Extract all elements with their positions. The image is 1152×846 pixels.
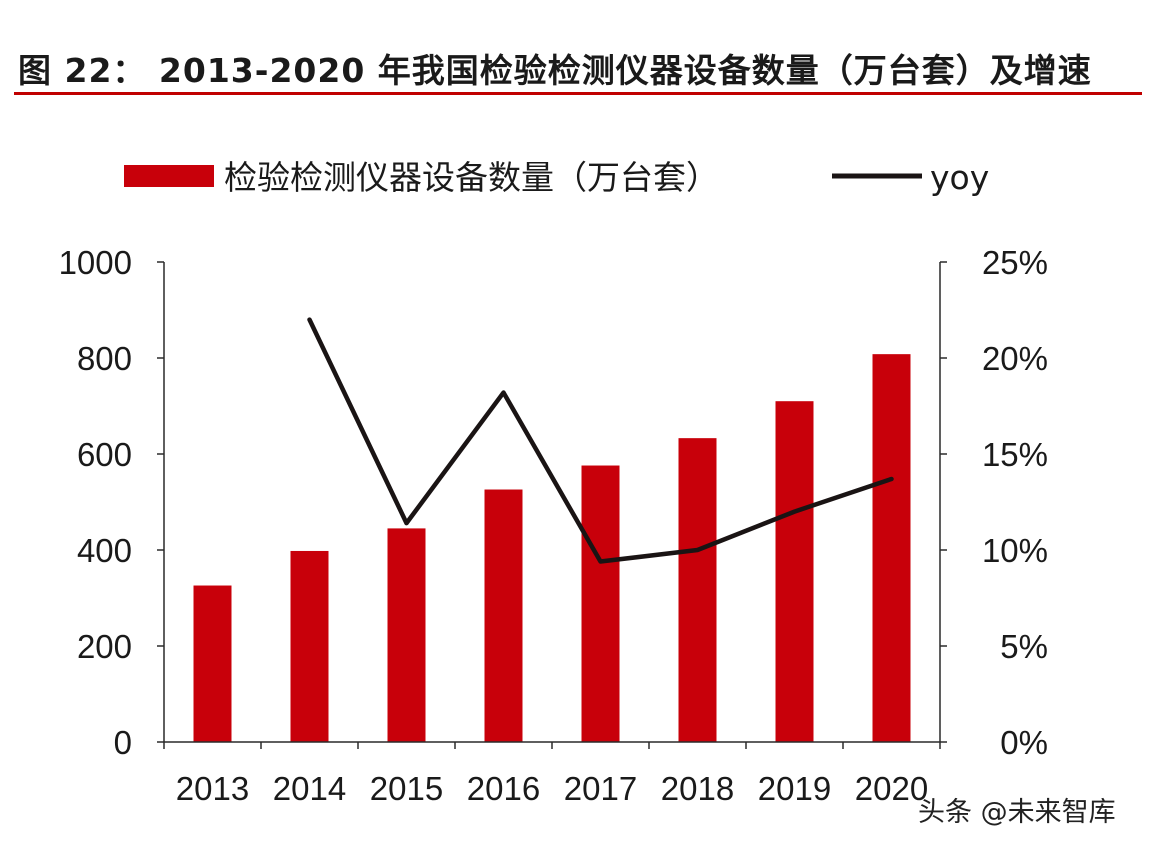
x-tick-label: 2017 [564, 770, 637, 807]
x-tick-label: 2013 [176, 770, 249, 807]
bar-2014 [290, 550, 329, 742]
right-tick-label: 10% [982, 532, 1048, 569]
right-tick-label: 0% [1000, 724, 1048, 761]
legend: 检验检测仪器设备数量（万台套） yoy [124, 158, 989, 197]
bar-2018 [678, 438, 717, 742]
left-tick-label: 400 [77, 532, 132, 569]
x-tick-label: 2014 [273, 770, 346, 807]
right-tick-label: 15% [982, 436, 1048, 473]
x-tick-label: 2015 [370, 770, 443, 807]
left-tick-label: 600 [77, 436, 132, 473]
left-tick-label: 0 [114, 724, 132, 761]
x-tick-label: 2016 [467, 770, 540, 807]
bar-2015 [387, 528, 426, 742]
axes: 0 200 400 600 800 1000 0% 5% 10% 15% 20% 25% 2013 201… [59, 244, 1048, 807]
figure-title: 图 22： 2013-2020 年我国检验检测仪器设备数量（万台套）及增速 [18, 51, 1092, 90]
left-tick-label: 200 [77, 628, 132, 665]
yoy-line-series [307, 317, 894, 564]
right-tick-label: 5% [1000, 628, 1048, 665]
bar-2013 [193, 585, 232, 742]
bar-2017 [581, 465, 620, 742]
right-tick-label: 25% [982, 244, 1048, 281]
title-rule [14, 92, 1142, 95]
legend-label-yoy: yoy [930, 158, 989, 197]
bar-2020 [872, 354, 911, 742]
left-tick-label: 800 [77, 340, 132, 377]
bar-series [193, 354, 911, 742]
bar-2016 [484, 489, 523, 742]
x-tick-label: 2020 [855, 770, 928, 807]
left-tick-label: 1000 [59, 244, 132, 281]
legend-swatch-bar [124, 165, 214, 187]
bar-2019 [775, 401, 814, 742]
right-tick-label: 20% [982, 340, 1048, 377]
legend-label-bar: 检验检测仪器设备数量（万台套） [224, 158, 719, 197]
watermark: 头条 @未来智库 [918, 797, 1116, 828]
x-tick-label: 2018 [661, 770, 734, 807]
x-tick-label: 2019 [758, 770, 831, 807]
